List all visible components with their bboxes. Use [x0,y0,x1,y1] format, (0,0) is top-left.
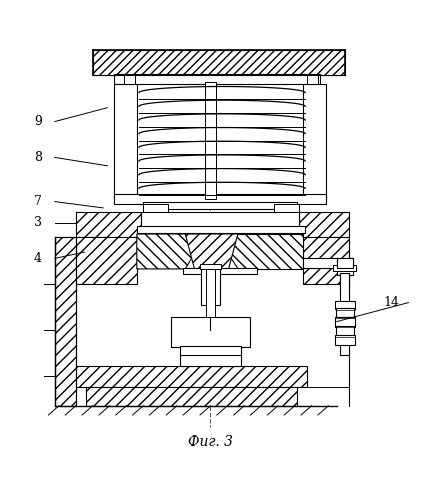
Bar [303,238,349,284]
Text: 7: 7 [34,195,42,208]
Bar [76,238,137,284]
Bar [86,387,297,406]
Bar [303,84,326,200]
Bar [335,335,355,344]
Bar [124,76,135,84]
Text: 3: 3 [34,216,42,229]
Bar [336,308,354,318]
Bar [201,268,220,304]
Bar [333,264,356,271]
Bar [299,212,349,238]
Bar [335,316,355,326]
Bar [93,50,345,76]
Text: 4: 4 [34,252,42,265]
Polygon shape [215,234,303,269]
Bar [141,212,299,228]
Bar [335,300,355,309]
Bar [274,204,299,212]
Bar [143,202,297,208]
Bar [76,212,141,238]
Bar [114,84,137,200]
Bar [143,204,168,212]
Bar [200,264,221,269]
Bar [76,366,307,387]
Polygon shape [137,234,206,269]
Bar [180,346,241,356]
Bar [171,316,250,347]
Bar [303,258,339,268]
Text: 8: 8 [34,151,42,164]
Bar [55,238,76,406]
Bar [180,355,241,366]
Bar [114,74,320,84]
Bar [336,326,354,336]
Text: 9: 9 [34,115,42,128]
Bar [337,258,353,268]
Bar [307,76,318,84]
Text: 14: 14 [384,296,400,309]
Bar [114,194,326,203]
Bar [340,273,349,355]
Polygon shape [185,234,238,269]
Bar [205,82,216,200]
Bar [337,258,353,276]
Bar [183,268,257,274]
Bar [206,269,215,318]
Text: Фиг. 3: Фиг. 3 [188,434,233,448]
Bar [137,226,305,233]
